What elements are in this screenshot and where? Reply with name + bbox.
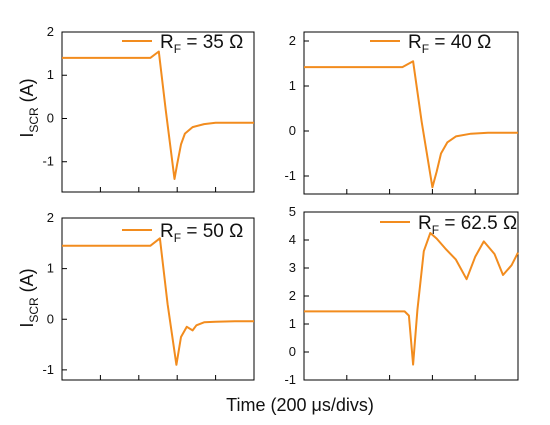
- panel-3: 2 1 0 -1 RF = 50 Ω: [42, 210, 255, 381]
- plot-frame: [61, 31, 255, 193]
- series-line: [62, 237, 254, 366]
- y-axis-title-main: I: [17, 133, 37, 138]
- legend-label-sub: F: [432, 223, 439, 237]
- y-tick-label: 1: [289, 78, 296, 93]
- x-axis-title: Time (200 μs/divs): [226, 395, 374, 415]
- legend-label-value: = 50 Ω: [181, 221, 243, 242]
- y-tick-label: 2: [47, 210, 54, 225]
- series-line: [62, 50, 254, 180]
- y-tick-label: 0: [47, 311, 54, 326]
- legend-label-value: = 40 Ω: [429, 32, 491, 53]
- y-axis-title-sub: SCR: [27, 107, 41, 133]
- y-tick-label: 0: [289, 344, 296, 359]
- legend: RF = 50 Ω: [122, 221, 243, 245]
- y-axis-title-unit: (A): [17, 78, 37, 107]
- y-tick-label: 0: [289, 123, 296, 138]
- y-axis-title-main: I: [17, 323, 37, 328]
- legend: RF = 62.5 Ω: [380, 213, 517, 237]
- panel-2: 2 1 0 -1 RF = 40 Ω: [284, 31, 519, 195]
- panel-4: 5 4 3 2 1 0 -1 RF = 62.5 Ω: [284, 204, 519, 387]
- legend-label-prefix: R: [160, 32, 174, 53]
- legend: RF = 40 Ω: [370, 32, 491, 56]
- plot-frame: [303, 31, 519, 195]
- legend-label: RF = 35 Ω: [160, 32, 243, 56]
- legend-label-value: = 35 Ω: [181, 32, 243, 53]
- y-tick-label: 4: [289, 232, 296, 247]
- y-tick-label: -1: [42, 154, 54, 169]
- y-tick-label: 1: [47, 261, 54, 276]
- legend-label: RF = 40 Ω: [408, 32, 491, 56]
- y-axis-title-bottom: ISCR (A): [17, 268, 41, 327]
- y-tick-label: 5: [289, 204, 296, 219]
- series-line: [304, 60, 518, 189]
- legend-label: RF = 50 Ω: [160, 221, 243, 245]
- y-tick-label: 3: [289, 260, 296, 275]
- y-axis-title-sub: SCR: [27, 297, 41, 323]
- y-tick-label: 0: [47, 110, 54, 125]
- plot-frame: [303, 211, 519, 381]
- legend-label-value: = 62.5 Ω: [439, 213, 517, 234]
- legend-label-sub: F: [422, 42, 429, 56]
- y-tick-label: 1: [47, 67, 54, 82]
- legend-label: RF = 62.5 Ω: [418, 213, 517, 237]
- y-tick-label: -1: [284, 372, 296, 387]
- panel-1: 2 1 0 -1 RF = 35 Ω: [42, 24, 255, 193]
- y-tick-label: 2: [289, 33, 296, 48]
- legend-label-sub: F: [174, 42, 181, 56]
- legend-label-sub: F: [174, 231, 181, 245]
- y-axis-title-top: ISCR (A): [17, 78, 41, 137]
- plot-frame: [61, 217, 255, 381]
- legend-label-prefix: R: [408, 32, 422, 53]
- series-line: [304, 232, 519, 366]
- legend: RF = 35 Ω: [122, 32, 243, 56]
- y-axis-title-unit: (A): [17, 268, 37, 297]
- y-tick-label: 1: [289, 316, 296, 331]
- legend-label-prefix: R: [418, 213, 432, 234]
- legend-label-prefix: R: [160, 221, 174, 242]
- y-tick-label: 2: [289, 288, 296, 303]
- y-tick-label: -1: [284, 168, 296, 183]
- y-tick-label: -1: [42, 362, 54, 377]
- y-tick-label: 2: [47, 24, 54, 39]
